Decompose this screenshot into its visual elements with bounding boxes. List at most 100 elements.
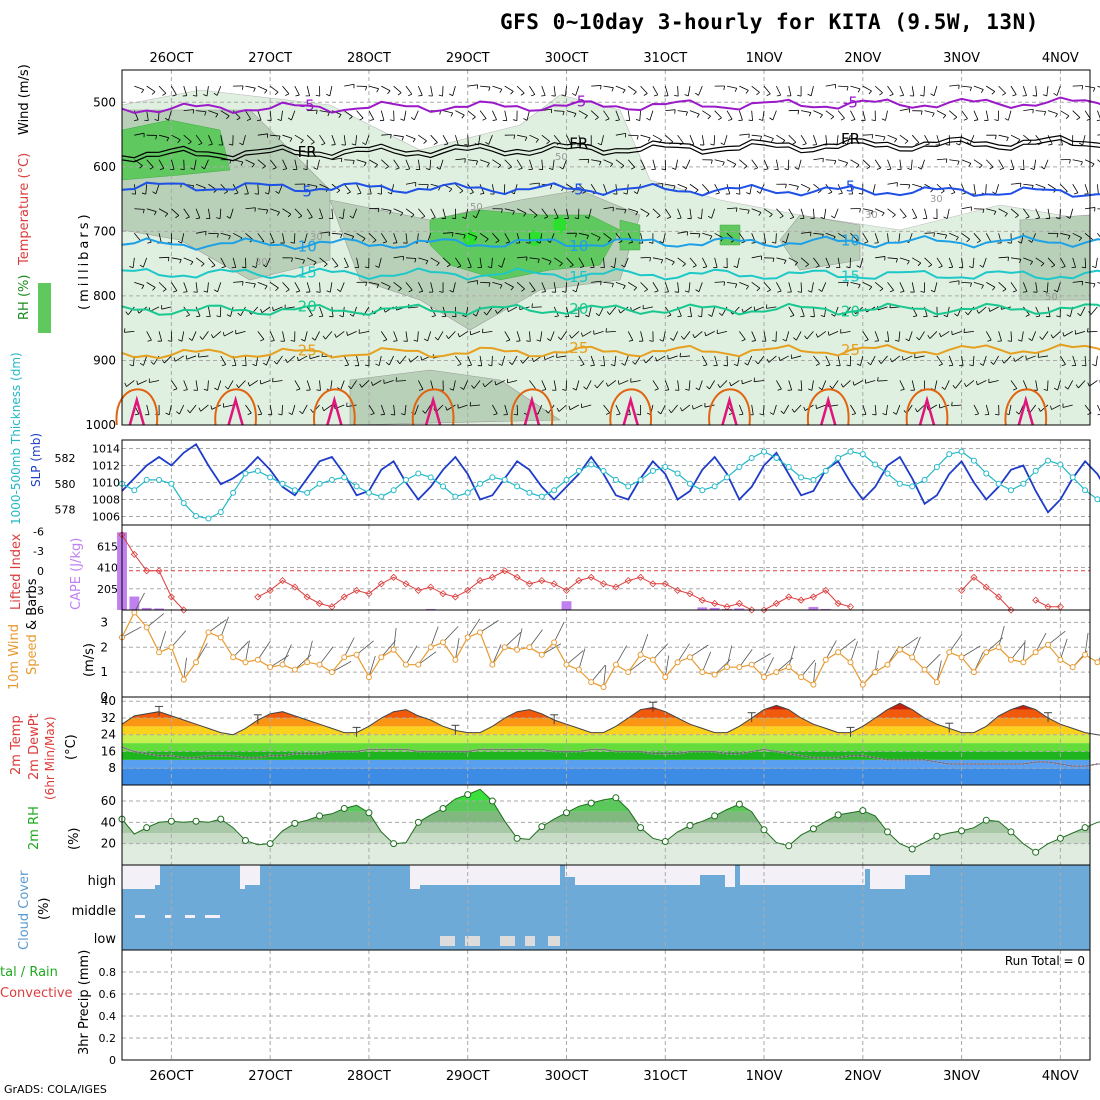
wind-barb-flag (448, 188, 453, 193)
wind-barb (294, 257, 305, 261)
wind-barb-flag (771, 138, 774, 143)
wind-barb-flag (308, 216, 313, 219)
wind-barb (998, 85, 1006, 94)
wind-barb-flag (371, 381, 374, 386)
wind-barb (726, 110, 733, 120)
wind-barb (679, 355, 690, 358)
wind-speed-point (711, 671, 718, 678)
wind-barb-flag (446, 264, 451, 268)
wind-barb-flag (1023, 291, 1028, 293)
wind-barb-flag (904, 140, 909, 144)
wind-barb (455, 110, 465, 116)
wind-barb-flag (940, 190, 945, 194)
wind-barb (134, 233, 142, 242)
wind-barb-flag (562, 389, 567, 391)
wind-barb-flag (162, 93, 167, 96)
cloud-high-gap (122, 865, 155, 889)
wind-barb (465, 208, 469, 219)
wind-barb (1035, 257, 1045, 264)
wind-barb (492, 233, 500, 241)
wind-barb-flag (1028, 239, 1032, 243)
wind-barb-flag (177, 139, 181, 144)
wind-barb (973, 159, 983, 166)
temperature-contour-label: -5 (843, 94, 858, 112)
wind-barb-flag (864, 241, 869, 244)
wind-barb (985, 233, 992, 243)
wind-barb (581, 404, 592, 409)
wind-barb (442, 134, 449, 145)
wind-barb-flag (797, 389, 802, 391)
wind-barb (393, 85, 402, 93)
wind-barb-flag (328, 217, 333, 220)
wind-barb-flag (346, 331, 348, 336)
wind-barb (553, 282, 557, 293)
thickness-point (390, 487, 397, 494)
wind-barb-flag (234, 192, 239, 195)
wind-barb-flag (771, 241, 776, 244)
temperature-contour-30 (510, 388, 554, 426)
wind-barb-flag (445, 406, 448, 411)
wind-barb (896, 404, 901, 415)
wind-speed-point (230, 654, 237, 661)
wind-barb (553, 86, 556, 97)
temperature-contour-35 (227, 395, 244, 426)
wind-barb-flag (1035, 315, 1040, 318)
wind-barb-flag (914, 408, 918, 413)
wind-barb-flag (333, 404, 336, 409)
wind-barb (1082, 135, 1086, 146)
thickness-point (501, 476, 508, 483)
lifted-index-point (661, 580, 669, 588)
wind-barb-flag (247, 412, 252, 416)
lifted-index-point (970, 573, 978, 581)
wind-barb (664, 208, 672, 218)
wind-barb (1072, 184, 1079, 193)
cloud-level-label: middle (72, 904, 116, 919)
wind-barb-flag (766, 93, 771, 97)
wind-barb (862, 110, 866, 121)
wind-barb-flag (932, 112, 935, 117)
wind-barb (566, 110, 577, 114)
cape-bar (561, 601, 572, 610)
wind-barb (766, 306, 777, 309)
wind-barb (946, 208, 950, 219)
wind-barb-flag (397, 92, 402, 96)
wind-barb (596, 380, 604, 389)
wind-barb (504, 331, 511, 341)
wind-barb-flag (253, 283, 256, 288)
wind-barb-flag (682, 263, 686, 267)
wind-barb-flag (387, 286, 391, 290)
cloud-high-gap (870, 865, 905, 889)
wind-barb (677, 282, 680, 293)
wind-barb (665, 109, 676, 112)
wind-barb-flag (365, 282, 367, 287)
wind-barb (319, 110, 330, 113)
wind-barb-flag (313, 262, 317, 266)
wind-barb (899, 208, 907, 217)
wind-barb (1069, 208, 1074, 219)
wind-barb-flag (611, 87, 614, 92)
wind-barb (504, 110, 508, 121)
wind-barb (662, 331, 666, 342)
wind-speed-point (995, 644, 1002, 651)
wind-barb-flag (523, 118, 528, 121)
wind-barb (393, 627, 397, 650)
cloud-low-gap (440, 936, 455, 946)
wind-barb (342, 306, 345, 317)
wind-barb (944, 380, 950, 390)
wind-barb (1060, 232, 1071, 237)
precip-labels: 3hr Precip (mm) (77, 950, 92, 1055)
wind-speed-point (341, 654, 348, 661)
wind-barb-flag (815, 404, 817, 409)
wind-barb (368, 110, 375, 120)
wind-barb (282, 159, 288, 169)
wind-barb (1057, 282, 1061, 293)
wind-barb (1010, 282, 1017, 291)
wind-barb-flag (756, 190, 761, 194)
wind-barb (591, 280, 602, 283)
wind-barb (714, 159, 725, 163)
temperature-contour-30 (807, 388, 850, 426)
wind-speed-point (637, 651, 644, 658)
wind-barb-flag (674, 109, 676, 114)
wind-barb-flag (616, 413, 621, 416)
